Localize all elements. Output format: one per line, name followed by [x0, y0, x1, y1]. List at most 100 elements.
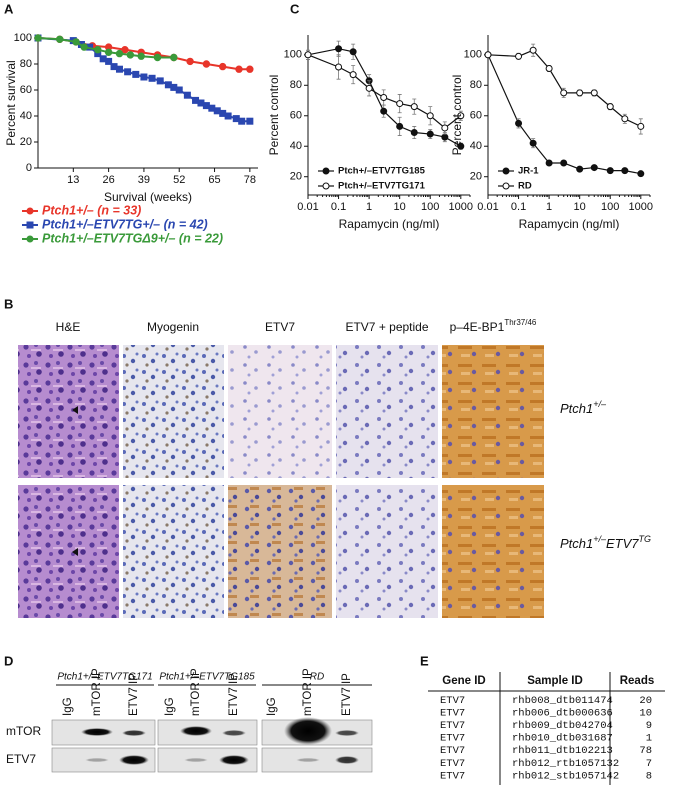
table-cell: rhb011_dtb102213 — [512, 745, 613, 757]
table-cell: ETV7 — [440, 770, 465, 782]
y-tick-label: 60 — [470, 110, 482, 122]
y-axis-label: Percent control — [450, 75, 464, 156]
marker — [124, 68, 132, 76]
image-tile — [442, 485, 544, 618]
marker — [235, 65, 243, 73]
row-label: Ptch1+/–ETV7TG — [560, 534, 651, 551]
lane-label: IgG — [62, 697, 74, 716]
x-tick-label: 1 — [366, 201, 372, 213]
marker — [170, 53, 178, 62]
image-tile — [18, 345, 119, 478]
series-line — [487, 54, 641, 175]
marker — [380, 93, 388, 101]
x-tick-label: 39 — [138, 174, 150, 186]
marker — [137, 52, 145, 60]
marker — [396, 122, 404, 130]
marker — [186, 57, 194, 66]
x-axis-label: Rapamycin (ng/ml) — [339, 217, 440, 231]
y-tick-label: 80 — [20, 58, 32, 70]
panel-label: B — [4, 296, 13, 311]
x-tick-label: 1000 — [629, 201, 653, 213]
marker — [426, 112, 434, 120]
table-cell: 1 — [646, 733, 652, 745]
y-tick-label: 100 — [284, 49, 302, 61]
marker — [621, 115, 629, 123]
band — [119, 755, 149, 765]
marker — [349, 48, 357, 56]
marker — [140, 73, 148, 81]
y-tick-label: 100 — [14, 32, 32, 44]
marker — [72, 38, 80, 46]
legend-label: Ptch1+/– (n = 33) — [42, 203, 141, 217]
marker — [606, 167, 614, 175]
marker — [590, 89, 598, 97]
legend-label: RD — [518, 181, 532, 192]
column-label-text: H&E — [56, 320, 81, 334]
marker — [410, 129, 418, 137]
band — [335, 730, 359, 736]
marker — [183, 91, 191, 99]
marker — [457, 112, 465, 120]
chart: 0 20 40 60 80 100 13 26 39 52 65 78 Survival (weeks)… — [4, 32, 258, 245]
marker — [457, 142, 465, 150]
band — [180, 726, 212, 736]
marker — [426, 130, 434, 138]
legend-marker — [26, 235, 34, 243]
band — [335, 756, 359, 764]
marker — [441, 124, 449, 132]
y-tick-label: 20 — [290, 171, 302, 183]
panel-label: A — [4, 1, 14, 16]
band — [284, 717, 332, 745]
image-tile — [336, 485, 438, 618]
band — [219, 755, 249, 765]
marker — [637, 122, 645, 130]
table-cell: 9 — [646, 720, 652, 732]
table-cell: rhb006_dtb000636 — [512, 707, 613, 719]
legend-label: Ptch1+/–ETV7TG+/– (n = 42) — [42, 217, 208, 231]
table-cell: 20 — [639, 695, 652, 707]
marker — [304, 51, 312, 59]
band — [296, 758, 320, 762]
table-cell: ETV7 — [440, 720, 465, 732]
y-tick-label: 100 — [464, 49, 482, 61]
marker — [246, 65, 254, 73]
marker — [590, 164, 598, 172]
marker — [560, 89, 568, 97]
panel-label: E — [420, 653, 429, 668]
y-tick-label: 80 — [290, 79, 302, 91]
row-label-text: Ptch1 — [560, 536, 593, 551]
table-cell: ETV7 — [440, 733, 465, 745]
blots — [51, 684, 373, 773]
table-cell: rhb012_stb1057142 — [512, 770, 619, 782]
marker — [545, 159, 553, 167]
row-label-sup: +/– — [593, 399, 607, 409]
table-cell: 8 — [646, 770, 652, 782]
table-cell: ETV7 — [440, 745, 465, 757]
x-tick-label: 0.1 — [511, 201, 526, 213]
row-label-text: Ptch1 — [560, 401, 593, 416]
marker — [349, 71, 357, 79]
row-label: Ptch1+/– — [560, 399, 607, 416]
table-cell: 10 — [639, 707, 652, 719]
y-tick-label: 20 — [20, 136, 32, 148]
y-tick-label: 60 — [20, 84, 32, 96]
marker — [515, 52, 523, 60]
x-tick-label: 1000 — [449, 201, 473, 213]
table-cell: rhb012_rtb1057132 — [512, 758, 619, 770]
legend-marker — [322, 167, 330, 175]
panel-label: C — [290, 1, 300, 16]
chart: 20 40 60 80 100 0.01 0.1 1 10 100 1000 Rapamycin (n… — [450, 35, 653, 231]
legend-marker — [26, 221, 34, 229]
y-tick-label: 20 — [470, 171, 482, 183]
marker — [576, 89, 584, 97]
x-tick-label: 100 — [421, 201, 439, 213]
marker — [545, 65, 553, 73]
marker — [202, 60, 211, 68]
legend-label: Ptch+/–ETV7TG171 — [338, 181, 426, 192]
marker — [365, 84, 373, 92]
column-label: H&E — [56, 320, 81, 334]
table-cell: 7 — [646, 758, 652, 770]
band — [81, 728, 113, 736]
table-cell: ETV7 — [440, 695, 465, 707]
y-axis-label: Percent control — [267, 75, 281, 156]
